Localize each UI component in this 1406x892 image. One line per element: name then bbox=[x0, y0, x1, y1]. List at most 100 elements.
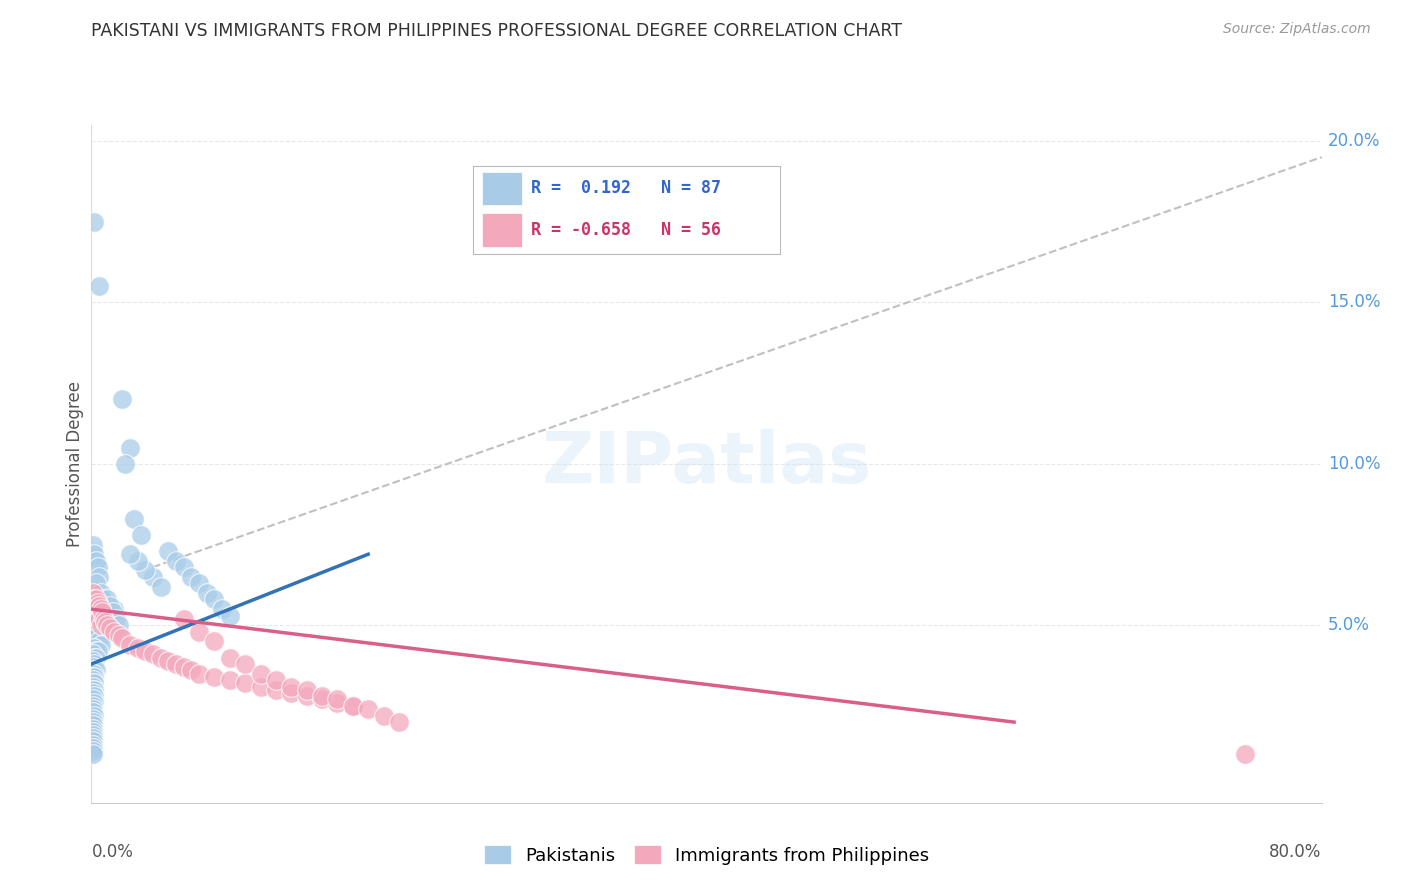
Point bbox=[82, 602, 104, 616]
Point bbox=[83, 650, 105, 665]
Point bbox=[82, 731, 104, 746]
Point bbox=[82, 718, 104, 732]
Point bbox=[373, 708, 395, 723]
Point bbox=[357, 702, 380, 716]
Point bbox=[91, 592, 114, 607]
Point bbox=[108, 628, 131, 642]
Point bbox=[82, 712, 104, 726]
Point bbox=[233, 657, 256, 671]
Point bbox=[280, 680, 302, 694]
Point bbox=[311, 692, 333, 706]
Point bbox=[83, 624, 105, 639]
Text: 5.0%: 5.0% bbox=[1327, 616, 1369, 634]
Legend: Pakistanis, Immigrants from Philippines: Pakistanis, Immigrants from Philippines bbox=[477, 838, 936, 871]
Point bbox=[142, 648, 165, 662]
Point bbox=[82, 738, 104, 752]
Point bbox=[87, 279, 110, 293]
Point bbox=[233, 676, 256, 690]
Point bbox=[84, 650, 107, 665]
Point bbox=[84, 608, 107, 623]
Point bbox=[83, 657, 105, 671]
Point bbox=[82, 618, 104, 632]
Point bbox=[82, 698, 104, 713]
Point bbox=[82, 666, 104, 681]
Point bbox=[82, 724, 104, 739]
Point bbox=[82, 715, 104, 730]
Point bbox=[157, 544, 180, 558]
Point bbox=[218, 673, 240, 687]
Point bbox=[295, 690, 318, 704]
Bar bbox=[482, 213, 522, 246]
Point bbox=[96, 618, 118, 632]
Text: 20.0%: 20.0% bbox=[1327, 132, 1381, 150]
Point bbox=[86, 618, 108, 632]
Point bbox=[173, 612, 195, 626]
Point bbox=[86, 560, 108, 574]
Point bbox=[82, 747, 104, 762]
Point bbox=[82, 670, 104, 684]
Point bbox=[118, 547, 141, 561]
Point bbox=[83, 676, 105, 690]
Point bbox=[103, 624, 125, 639]
Point bbox=[165, 657, 187, 671]
Point bbox=[180, 570, 202, 584]
Point bbox=[1233, 747, 1256, 762]
Point bbox=[211, 602, 233, 616]
Point bbox=[342, 698, 364, 713]
Y-axis label: Professional Degree: Professional Degree bbox=[66, 381, 84, 547]
Point bbox=[82, 537, 104, 551]
Point bbox=[82, 660, 104, 674]
Point bbox=[149, 650, 172, 665]
Text: PAKISTANI VS IMMIGRANTS FROM PHILIPPINES PROFESSIONAL DEGREE CORRELATION CHART: PAKISTANI VS IMMIGRANTS FROM PHILIPPINES… bbox=[91, 22, 903, 40]
Point bbox=[264, 673, 287, 687]
Point bbox=[157, 654, 180, 668]
Point bbox=[173, 560, 195, 574]
Point bbox=[118, 441, 141, 455]
Text: ZIPatlas: ZIPatlas bbox=[541, 429, 872, 499]
Point bbox=[311, 690, 333, 704]
Point bbox=[82, 676, 104, 690]
Point bbox=[388, 715, 411, 730]
Point bbox=[83, 547, 105, 561]
Point bbox=[326, 692, 349, 706]
Point bbox=[188, 624, 211, 639]
Point bbox=[83, 666, 105, 681]
Point bbox=[101, 605, 124, 619]
Point bbox=[82, 682, 104, 697]
Point bbox=[84, 554, 107, 568]
Point bbox=[149, 580, 172, 594]
Point bbox=[86, 608, 108, 623]
Point bbox=[103, 602, 125, 616]
Point bbox=[202, 592, 225, 607]
Point bbox=[84, 644, 107, 658]
Text: 10.0%: 10.0% bbox=[1327, 455, 1381, 473]
Point bbox=[83, 664, 105, 678]
Point bbox=[98, 599, 121, 613]
Point bbox=[111, 392, 134, 407]
Point bbox=[249, 666, 271, 681]
Text: 0.0%: 0.0% bbox=[91, 844, 134, 862]
Point bbox=[82, 728, 104, 742]
Point bbox=[90, 618, 112, 632]
Point bbox=[195, 586, 218, 600]
Point bbox=[82, 734, 104, 748]
Point bbox=[84, 631, 107, 645]
Point bbox=[82, 702, 104, 716]
Point bbox=[118, 638, 141, 652]
Point bbox=[84, 592, 107, 607]
Point bbox=[91, 605, 114, 619]
Point bbox=[114, 457, 136, 471]
Point bbox=[86, 596, 108, 610]
Point bbox=[82, 740, 104, 755]
Point bbox=[105, 612, 127, 626]
Point bbox=[83, 592, 105, 607]
Point bbox=[127, 554, 149, 568]
Point bbox=[82, 706, 104, 720]
Point bbox=[90, 602, 112, 616]
Point bbox=[94, 605, 117, 619]
Point bbox=[96, 612, 118, 626]
Point bbox=[326, 696, 349, 710]
Point bbox=[87, 599, 110, 613]
Point bbox=[98, 622, 121, 636]
Bar bbox=[482, 172, 522, 205]
